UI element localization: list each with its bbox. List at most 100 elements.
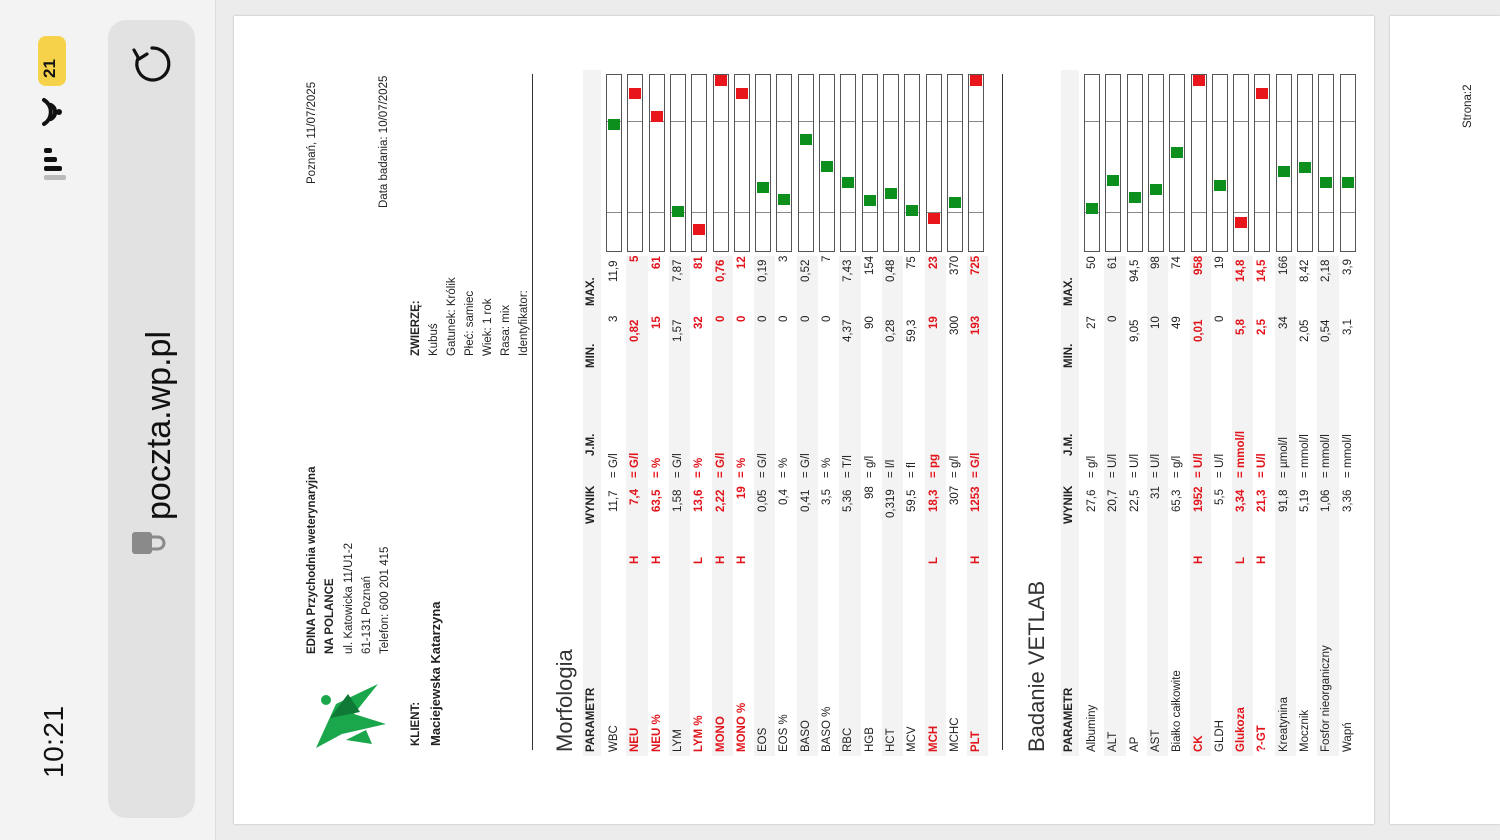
gauge-marker-normal [671,206,684,218]
unit: G/l [799,453,812,468]
reload-icon[interactable] [130,42,174,86]
gauge-max-line [862,121,877,123]
gauge-min-line [1255,212,1270,214]
animal-age: Wiek: 1 rok [482,298,494,356]
equals-sign: = [884,471,897,478]
unit: % [778,457,791,468]
max-value: 8,42 [1299,259,1311,282]
gauge-min-line [1212,212,1227,214]
result-value: 91,8 [1277,489,1290,512]
parameter-name: LYM % [693,715,706,752]
gauge-marker-normal [906,205,919,217]
result-value: 1952 [1192,486,1205,512]
range-gauge [819,74,835,252]
range-gauge [755,74,772,252]
min-value: 0 [821,315,833,323]
min-value: 10 [1149,316,1162,329]
min-value: 32 [693,316,706,329]
parameter-name: HGB [863,727,876,752]
max-value: 81 [693,256,706,269]
gauge-max-line [1319,121,1334,123]
min-value: 2,5 [1256,319,1269,336]
gauge-min-line [947,212,962,214]
equals-sign: = [757,471,770,478]
max-value: 61 [1107,256,1120,269]
table-row-stripe [796,256,818,756]
abnormal-flag: H [650,555,663,564]
gauge-marker-normal [608,118,620,130]
min-value: 1,57 [671,319,684,342]
gauge-min-line [1319,212,1334,214]
gauge-min-line [607,212,621,214]
range-gauge [1147,74,1164,252]
range-gauge [797,74,814,252]
range-gauge [1190,74,1207,252]
equals-sign: = [1277,471,1290,478]
range-gauge [861,74,878,252]
result-value: 3,34 [1235,489,1248,512]
gauge-marker-normal [757,182,770,194]
browser-sidebar: 10:21 21 poczta.wp.pl [0,0,216,840]
range-gauge [1297,74,1313,252]
range-gauge [606,74,622,252]
url-text[interactable]: poczta.wp.pl [140,331,178,520]
range-gauge [882,74,899,252]
next-page: Strona:2 [1390,16,1500,824]
place-date: Poznań, 11/07/2025 [306,81,318,184]
range-gauge [669,74,686,252]
max-value: 154 [863,256,876,276]
range-gauge [904,74,921,252]
min-value: 193 [970,316,983,336]
min-value: 15 [650,316,663,329]
gauge-max-line [777,121,792,123]
min-value: 0 [735,315,748,323]
clinic-logo [316,684,386,748]
parameter-name: MCV [906,726,919,752]
min-value: 3 [608,315,620,323]
section-title: Badanie VETLAB [1024,580,1049,752]
min-value: 300 [948,316,961,336]
gauge-max-line [841,121,856,123]
unit: G/l [970,452,983,468]
result-value: 31 [1149,486,1162,499]
gauge-min-line [1106,212,1121,214]
result-value: 0,41 [799,489,812,512]
gauge-max-line [1298,121,1312,123]
parameter-name: ALT [1107,731,1120,752]
gauge-marker-abnormal [1256,88,1269,100]
unit: % [821,457,833,468]
gauge-marker-normal [1213,179,1226,191]
max-value: 74 [1171,256,1184,269]
range-gauge [691,74,708,252]
gauge-max-line [883,121,898,123]
gauge-min-line [756,212,771,214]
range-gauge [1105,74,1122,252]
unit: U/l [1256,453,1269,468]
equals-sign: = [1320,471,1333,478]
gauge-min-line [883,212,898,214]
max-value: 7,87 [671,259,684,282]
min-value: 0 [778,315,791,323]
range-gauge [776,74,793,252]
max-value: 0,48 [884,259,897,282]
min-value: 0,01 [1192,319,1205,342]
max-value: 75 [906,256,919,269]
clinic-name-2: NA POLANCE [324,578,336,654]
range-gauge [946,74,963,252]
column-header-result: WYNIK [585,485,597,524]
result-value: 19 [735,486,748,499]
min-value: 4,37 [842,319,855,342]
max-value: 14,5 [1256,259,1269,282]
equals-sign: = [970,471,983,478]
header-separator [532,74,533,750]
battery-icon: 21 [38,36,66,86]
equals-sign: = [1213,471,1226,478]
abnormal-flag: L [927,556,940,564]
abnormal-flag: H [714,555,727,564]
unit: µmol/l [1277,437,1290,468]
gauge-max-line [734,121,749,123]
max-value: 370 [948,256,961,276]
unit: % [735,457,748,468]
address-bar[interactable] [108,20,195,818]
abnormal-flag: L [1235,556,1248,564]
